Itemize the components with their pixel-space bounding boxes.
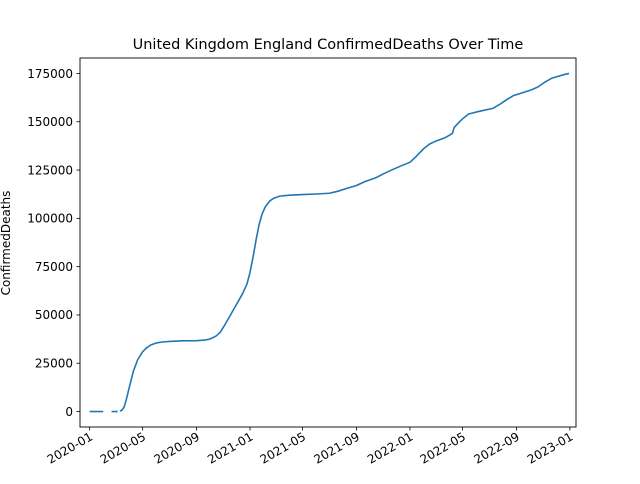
y-tick-label: 25000 (35, 357, 73, 371)
plot-frame (79, 57, 577, 428)
y-tick-label: 100000 (27, 212, 73, 226)
y-tick-label: 75000 (35, 260, 73, 274)
series-line-segment (119, 72, 570, 412)
y-tick-label: 150000 (27, 115, 73, 129)
y-tick-label: 0 (65, 405, 73, 419)
plot-area (89, 72, 570, 413)
y-tick-label: 50000 (35, 308, 73, 322)
y-axis-label: ConfirmedDeaths (0, 191, 13, 296)
chart-title: United Kingdom England ConfirmedDeaths O… (133, 37, 524, 53)
y-tick-label: 125000 (27, 163, 73, 177)
y-tick-label: 175000 (27, 67, 73, 81)
